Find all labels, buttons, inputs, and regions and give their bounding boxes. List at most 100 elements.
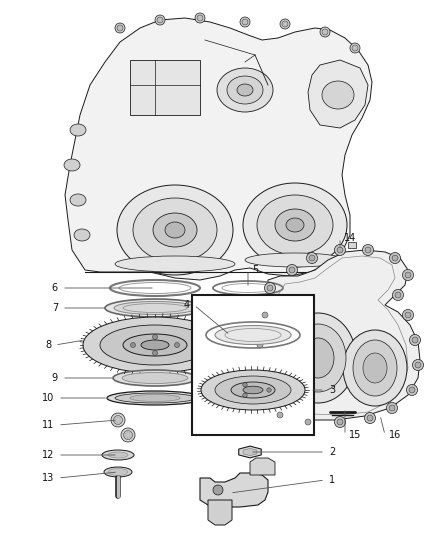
Text: 5: 5 <box>252 265 258 275</box>
Ellipse shape <box>64 159 80 171</box>
Ellipse shape <box>100 325 210 365</box>
Polygon shape <box>65 18 372 280</box>
Ellipse shape <box>104 467 132 477</box>
Text: 14: 14 <box>344 233 356 243</box>
Text: 1: 1 <box>329 475 335 485</box>
Ellipse shape <box>280 313 356 403</box>
Ellipse shape <box>70 124 86 136</box>
Circle shape <box>267 285 273 291</box>
Ellipse shape <box>245 253 345 267</box>
Ellipse shape <box>141 340 169 350</box>
Circle shape <box>305 419 311 425</box>
Circle shape <box>115 23 125 33</box>
Circle shape <box>282 21 288 27</box>
Circle shape <box>243 393 247 398</box>
Circle shape <box>289 267 295 273</box>
Ellipse shape <box>108 469 128 475</box>
Circle shape <box>155 15 165 25</box>
Bar <box>130 60 200 115</box>
Ellipse shape <box>243 386 263 394</box>
Circle shape <box>242 19 248 25</box>
Ellipse shape <box>153 213 197 247</box>
Circle shape <box>121 428 135 442</box>
Ellipse shape <box>102 450 134 460</box>
Ellipse shape <box>165 222 185 238</box>
Circle shape <box>392 255 398 261</box>
Circle shape <box>157 17 163 23</box>
Ellipse shape <box>257 195 333 255</box>
Circle shape <box>352 45 358 51</box>
Ellipse shape <box>201 370 305 410</box>
Ellipse shape <box>343 330 407 406</box>
Polygon shape <box>239 446 261 458</box>
Ellipse shape <box>117 185 233 275</box>
Ellipse shape <box>302 338 334 378</box>
Ellipse shape <box>237 84 253 96</box>
Circle shape <box>275 409 286 421</box>
Circle shape <box>320 27 330 37</box>
Bar <box>192 295 314 435</box>
Circle shape <box>262 397 268 403</box>
Circle shape <box>259 394 271 406</box>
Ellipse shape <box>115 256 235 272</box>
Ellipse shape <box>74 229 90 241</box>
Circle shape <box>277 412 283 418</box>
Circle shape <box>367 415 373 421</box>
Circle shape <box>409 387 415 393</box>
Ellipse shape <box>227 76 263 104</box>
Bar <box>348 242 356 248</box>
Circle shape <box>174 343 180 348</box>
Text: 2: 2 <box>329 447 335 457</box>
Text: 13: 13 <box>42 473 54 483</box>
Ellipse shape <box>290 324 346 392</box>
Circle shape <box>111 413 125 427</box>
Circle shape <box>286 264 297 276</box>
Ellipse shape <box>114 302 196 314</box>
Text: 4: 4 <box>184 300 190 310</box>
Circle shape <box>254 340 265 351</box>
Text: 9: 9 <box>52 373 58 383</box>
Text: 7: 7 <box>52 303 58 313</box>
Text: 16: 16 <box>389 430 401 440</box>
Circle shape <box>392 289 403 301</box>
Ellipse shape <box>113 370 197 386</box>
Ellipse shape <box>130 394 180 401</box>
Circle shape <box>265 282 276 294</box>
Ellipse shape <box>215 326 291 344</box>
Circle shape <box>152 335 158 340</box>
Ellipse shape <box>107 391 203 405</box>
Text: 8: 8 <box>45 340 51 350</box>
Circle shape <box>406 384 417 395</box>
Circle shape <box>350 43 360 53</box>
Circle shape <box>243 383 247 387</box>
Circle shape <box>403 270 413 280</box>
Circle shape <box>405 272 411 278</box>
Circle shape <box>412 337 418 343</box>
Ellipse shape <box>123 334 187 356</box>
Circle shape <box>267 388 271 392</box>
Polygon shape <box>255 250 420 420</box>
Text: 3: 3 <box>329 385 335 395</box>
Ellipse shape <box>217 68 273 112</box>
Circle shape <box>197 15 203 21</box>
Polygon shape <box>243 448 257 456</box>
Ellipse shape <box>115 393 195 403</box>
Circle shape <box>389 253 400 263</box>
Circle shape <box>386 402 398 414</box>
Polygon shape <box>208 500 232 525</box>
Circle shape <box>259 310 271 320</box>
Circle shape <box>240 17 250 27</box>
Circle shape <box>403 310 413 320</box>
Circle shape <box>152 351 158 356</box>
Circle shape <box>322 29 328 35</box>
Text: 10: 10 <box>42 393 54 403</box>
Ellipse shape <box>215 376 291 404</box>
Circle shape <box>195 13 205 23</box>
Circle shape <box>307 253 318 263</box>
Circle shape <box>405 312 411 318</box>
Circle shape <box>364 413 375 424</box>
Circle shape <box>303 416 314 427</box>
Circle shape <box>254 369 265 381</box>
Circle shape <box>117 25 123 31</box>
Circle shape <box>335 416 346 427</box>
